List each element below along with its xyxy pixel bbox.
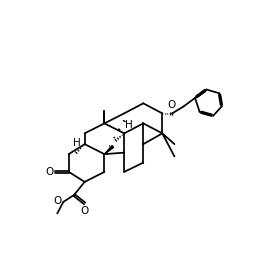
Polygon shape (104, 146, 114, 154)
Text: O: O (45, 167, 54, 177)
Text: O: O (53, 196, 61, 206)
Text: H: H (73, 138, 80, 148)
Text: O: O (167, 100, 175, 110)
Text: O: O (81, 206, 89, 216)
Text: H: H (125, 120, 133, 130)
